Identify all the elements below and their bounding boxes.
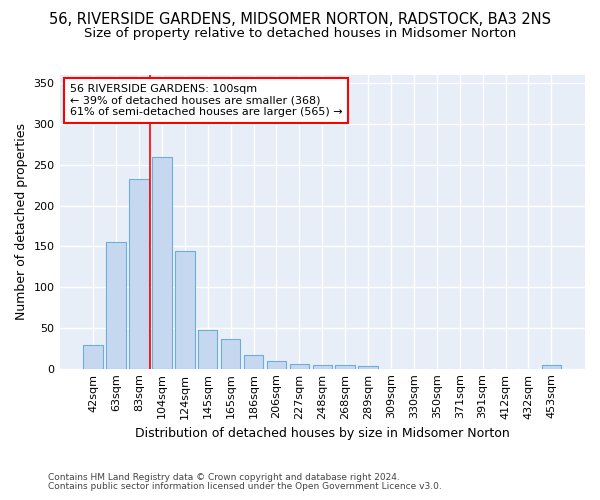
Bar bbox=[542, 366, 561, 368]
Bar bbox=[198, 330, 217, 368]
Text: Contains public sector information licensed under the Open Government Licence v3: Contains public sector information licen… bbox=[48, 482, 442, 491]
Bar bbox=[83, 345, 103, 368]
Bar bbox=[106, 242, 126, 368]
Text: Contains HM Land Registry data © Crown copyright and database right 2024.: Contains HM Land Registry data © Crown c… bbox=[48, 474, 400, 482]
Y-axis label: Number of detached properties: Number of detached properties bbox=[15, 124, 28, 320]
Bar bbox=[221, 340, 241, 368]
Bar bbox=[129, 180, 149, 368]
Bar bbox=[267, 360, 286, 368]
Bar bbox=[244, 355, 263, 368]
Text: Size of property relative to detached houses in Midsomer Norton: Size of property relative to detached ho… bbox=[84, 28, 516, 40]
Bar bbox=[335, 366, 355, 368]
Bar bbox=[290, 364, 309, 368]
Bar bbox=[152, 158, 172, 368]
Bar bbox=[358, 366, 378, 368]
Text: 56 RIVERSIDE GARDENS: 100sqm
← 39% of detached houses are smaller (368)
61% of s: 56 RIVERSIDE GARDENS: 100sqm ← 39% of de… bbox=[70, 84, 343, 117]
Bar bbox=[175, 251, 194, 368]
Bar bbox=[313, 366, 332, 368]
Text: 56, RIVERSIDE GARDENS, MIDSOMER NORTON, RADSTOCK, BA3 2NS: 56, RIVERSIDE GARDENS, MIDSOMER NORTON, … bbox=[49, 12, 551, 28]
X-axis label: Distribution of detached houses by size in Midsomer Norton: Distribution of detached houses by size … bbox=[135, 427, 509, 440]
